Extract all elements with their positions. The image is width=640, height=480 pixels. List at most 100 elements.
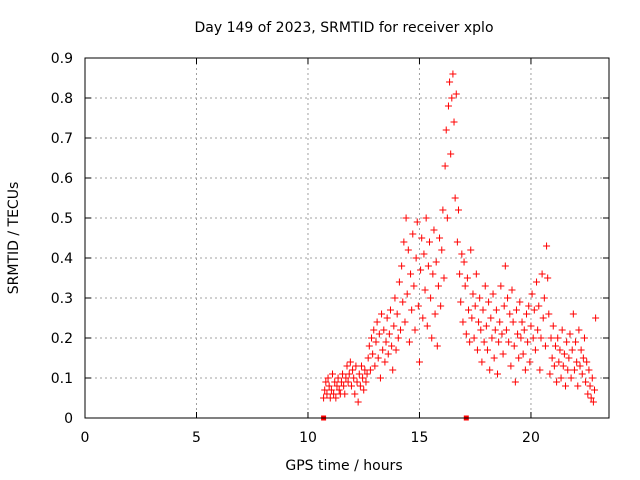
y-tick-label: 0.8	[51, 91, 73, 107]
data-point	[551, 342, 559, 350]
data-point	[487, 314, 495, 322]
data-point	[393, 310, 401, 318]
data-point	[360, 386, 368, 394]
data-point	[557, 374, 565, 382]
data-point	[566, 330, 574, 338]
data-point	[354, 398, 362, 406]
data-point	[564, 366, 572, 374]
data-point	[343, 362, 351, 370]
data-point	[365, 342, 373, 350]
data-point	[533, 278, 541, 286]
data-point	[562, 382, 570, 390]
data-point	[501, 262, 509, 270]
chart-title: Day 149 of 2023, SRMTID for receiver xpl…	[194, 20, 493, 36]
data-point	[457, 298, 465, 306]
data-point	[553, 378, 561, 386]
data-point	[405, 338, 413, 346]
data-point	[337, 378, 345, 386]
data-point	[439, 206, 447, 214]
data-point	[544, 274, 552, 282]
data-point	[506, 310, 514, 318]
data-point	[371, 362, 379, 370]
data-point	[376, 374, 384, 382]
data-point	[560, 350, 568, 358]
data-point	[385, 330, 393, 338]
data-point	[470, 334, 478, 342]
data-point	[446, 78, 454, 86]
y-tick-label: 0.9	[51, 51, 73, 67]
data-point	[332, 394, 340, 402]
data-point	[400, 238, 408, 246]
data-point	[382, 338, 390, 346]
data-point	[443, 214, 451, 222]
data-point	[473, 346, 481, 354]
data-point	[496, 318, 504, 326]
data-point	[559, 362, 567, 370]
data-point	[359, 374, 367, 382]
data-point	[589, 398, 597, 406]
data-point	[517, 334, 525, 342]
data-point	[325, 382, 333, 390]
data-point	[341, 390, 349, 398]
x-axis-label: GPS time / hours	[285, 458, 402, 474]
data-point	[344, 378, 352, 386]
data-point	[520, 326, 528, 334]
data-point	[461, 282, 469, 290]
x-tick-label: 20	[522, 430, 540, 446]
data-point	[324, 374, 332, 382]
data-point	[475, 318, 483, 326]
data-point	[527, 322, 535, 330]
data-point	[409, 230, 417, 238]
data-point	[491, 326, 499, 334]
data-point	[572, 338, 580, 346]
data-point	[345, 370, 353, 378]
data-point	[395, 278, 403, 286]
data-point	[386, 306, 394, 314]
data-point	[432, 258, 440, 266]
data-point	[554, 334, 562, 342]
data-point	[516, 298, 524, 306]
data-point	[357, 362, 365, 370]
data-point	[412, 254, 420, 262]
data-point	[380, 326, 388, 334]
data-point	[356, 382, 364, 390]
data-point	[364, 354, 372, 362]
data-point	[373, 318, 381, 326]
data-point	[489, 290, 497, 298]
data-points	[320, 70, 600, 421]
data-point	[410, 282, 418, 290]
data-point	[480, 338, 488, 346]
data-point	[440, 274, 448, 282]
data-point	[447, 150, 455, 158]
data-point	[514, 330, 522, 338]
data-point	[529, 334, 537, 342]
data-point	[494, 370, 502, 378]
data-point	[444, 102, 452, 110]
data-point	[424, 262, 432, 270]
data-point	[418, 234, 426, 242]
data-point	[583, 358, 591, 366]
data-point	[547, 334, 555, 342]
data-point	[454, 206, 462, 214]
data-point	[411, 326, 419, 334]
data-point	[569, 310, 577, 318]
data-point	[450, 118, 458, 126]
data-point	[463, 274, 471, 282]
data-point	[403, 290, 411, 298]
data-point	[438, 246, 446, 254]
data-point	[349, 366, 357, 374]
data-point	[397, 326, 405, 334]
data-point	[549, 322, 557, 330]
data-point	[488, 334, 496, 342]
data-point	[458, 250, 466, 258]
data-point	[508, 286, 516, 294]
data-point	[340, 382, 348, 390]
plot-frame	[84, 57, 610, 419]
data-point	[334, 374, 342, 382]
data-point	[538, 270, 546, 278]
data-point	[543, 242, 551, 250]
data-point	[573, 358, 581, 366]
data-point	[429, 270, 437, 278]
data-point	[468, 314, 476, 322]
